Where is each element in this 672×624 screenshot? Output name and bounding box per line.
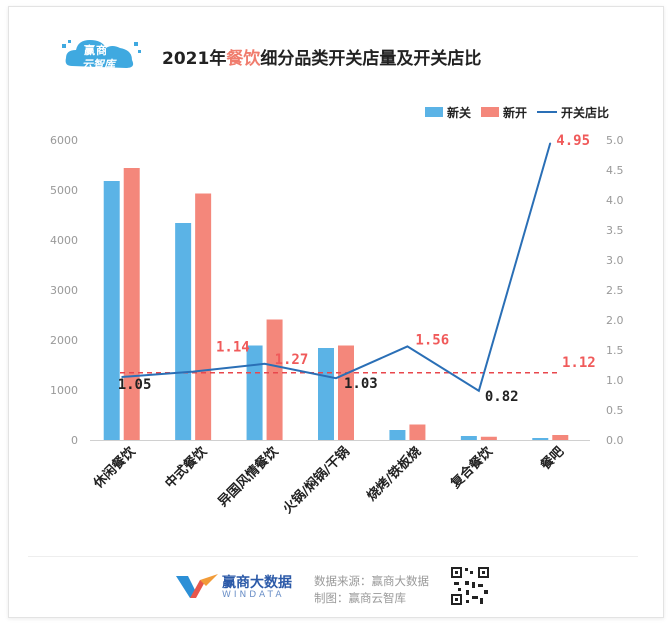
ratio-value-label: 1.27 (275, 352, 309, 368)
y-right-tick-label: 2.0 (606, 314, 624, 327)
x-category-label: 休闲餐饮 (90, 443, 139, 492)
ratio-point (121, 376, 123, 378)
x-category-label: 异国风情餐饮 (215, 443, 282, 510)
legend-item-ratio: 开关店比 (537, 104, 609, 121)
bar-open (266, 319, 283, 440)
bar-open (338, 345, 354, 440)
brand-logo (62, 40, 141, 68)
x-category-label: 餐吧 (537, 444, 567, 474)
y-right-tick-label: 3.5 (606, 224, 624, 237)
logo-text-bottom: 云智库 (82, 58, 115, 71)
chart-legend: 新关 新开 开关店比 (425, 103, 619, 121)
ratio-value-label: 0.82 (485, 389, 519, 405)
bar-close (389, 430, 406, 440)
bar-close (460, 436, 477, 440)
y-right-tick-label: 1.5 (606, 344, 624, 357)
y-left-tick-label: 4000 (50, 234, 78, 247)
bar-close (532, 438, 549, 440)
data-source: 数据来源：赢商大数据 (314, 574, 429, 588)
average-line-label: 1.12 (562, 355, 596, 371)
footer-brand: 赢商大数据 (222, 575, 292, 591)
y-right-tick-label: 5.0 (606, 134, 624, 147)
bar-close (318, 348, 334, 440)
windata-logo-icon (176, 574, 218, 598)
legend-swatch-ratio (537, 111, 558, 113)
legend-label-open: 新开 (503, 105, 528, 120)
y-right-tick-label: 2.5 (606, 284, 624, 297)
ratio-value-label: 1.05 (118, 377, 152, 393)
bar-close (246, 345, 263, 440)
ratio-value-label: 1.14 (216, 340, 250, 356)
legend-swatch-close (425, 107, 443, 117)
qr-code-icon (450, 566, 490, 606)
legend-label-ratio: 开关店比 (561, 105, 610, 120)
y-right-tick-label: 0.5 (606, 404, 624, 417)
x-category-label: 中式餐饮 (162, 443, 211, 492)
y-left-tick-label: 3000 (50, 284, 78, 297)
bar-open (552, 435, 569, 440)
logo-text-top: 赢商 (84, 44, 108, 57)
ratio-point (478, 390, 480, 392)
ratio-value-label: 1.56 (415, 332, 449, 348)
title-prefix: 2021年 (162, 49, 227, 69)
bar-close (175, 223, 192, 440)
y-right-tick-label: 4.0 (606, 194, 624, 207)
y-right-tick-label: 4.5 (606, 164, 624, 177)
y-left-tick-label: 5000 (50, 184, 78, 197)
y-right-tick-label: 1.0 (606, 374, 624, 387)
ratio-value-label: 4.95 (556, 133, 590, 149)
bar-open (123, 168, 140, 440)
ratio-point (192, 371, 194, 373)
chart-title: 2021年餐饮细分品类开关店量及开关店比 (162, 44, 481, 69)
ratio-value-label: 1.03 (344, 376, 378, 392)
y-right-tick-label: 0.0 (606, 434, 624, 447)
legend-item-close: 新关 (425, 104, 471, 121)
legend-item-open: 新开 (481, 104, 527, 121)
y-right-tick-label: 3.0 (606, 254, 624, 267)
ratio-point (335, 377, 337, 379)
title-suffix: 细分品类开关店量及开关店比 (260, 49, 482, 69)
x-category-label: 复合餐饮 (447, 443, 496, 492)
ratio-point (549, 142, 551, 144)
x-category-label: 烧烤/铁板烧 (364, 444, 425, 505)
legend-swatch-open (481, 107, 500, 117)
y-left-tick-label: 6000 (50, 134, 78, 147)
ratio-point (264, 363, 266, 365)
y-left-tick-label: 0 (71, 434, 78, 447)
y-left-tick-label: 2000 (50, 334, 78, 347)
bar-open (409, 424, 426, 440)
y-left-tick-label: 1000 (50, 384, 78, 397)
footer-brand-en: WINDATA (222, 590, 285, 600)
x-category-label: 火锅/焖锅/干锅 (280, 444, 353, 517)
ratio-point (406, 345, 408, 347)
bar-close (103, 181, 120, 440)
title-highlight: 餐饮 (226, 49, 261, 69)
legend-label-close: 新关 (447, 105, 472, 120)
chart-plot: 0 1000 2000 3000 4000 5000 6000 0.0 0.5 1.0 1.5 2.0… (50, 133, 624, 517)
bar-open (480, 436, 497, 440)
chart-maker: 制图：赢商云智库 (314, 591, 406, 605)
bar-open (195, 193, 212, 440)
footer-divider (28, 556, 638, 557)
